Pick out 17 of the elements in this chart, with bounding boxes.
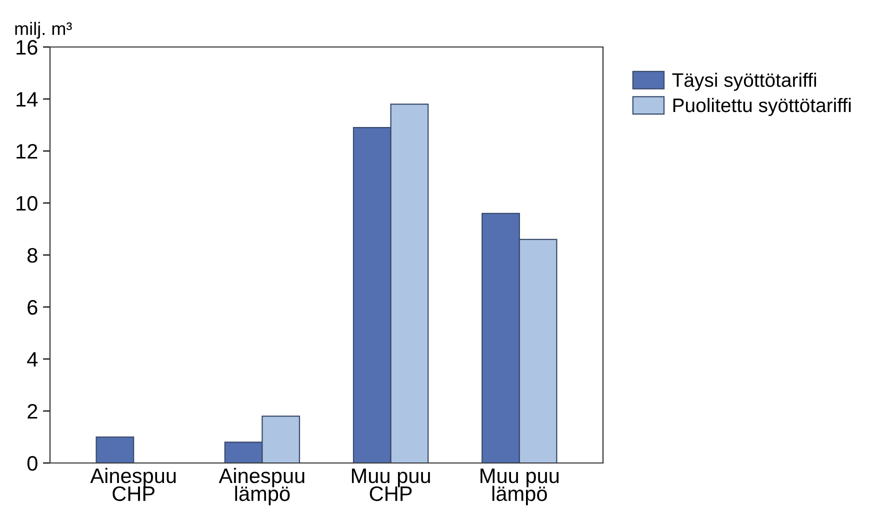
x-tick-label: Ainespuu lämpö [218,468,304,506]
y-tick-label: 12 [16,144,38,159]
x-tick-label: Muu puu lämpö [480,468,559,506]
bar [96,436,134,463]
legend-label: Täysi syöttötariffi [672,72,816,91]
y-tick-label: 0 [27,456,38,471]
y-tick-label: 16 [16,40,38,55]
y-tick-label: 10 [16,196,38,211]
x-tick-label: Ainespuu CHP [90,468,176,502]
x-tick-label: Muu puu CHP [352,468,430,502]
y-tick-label: 14 [16,92,38,107]
y-tick-label: 8 [28,248,38,263]
y-axis-title: milj. m³ [15,22,72,39]
y-tick-label: 4 [27,352,38,367]
legend-label: Puolitettu syöttötariffi [673,98,851,116]
y-tick-label: 2 [28,404,38,419]
y-tick-label: 6 [28,300,38,315]
